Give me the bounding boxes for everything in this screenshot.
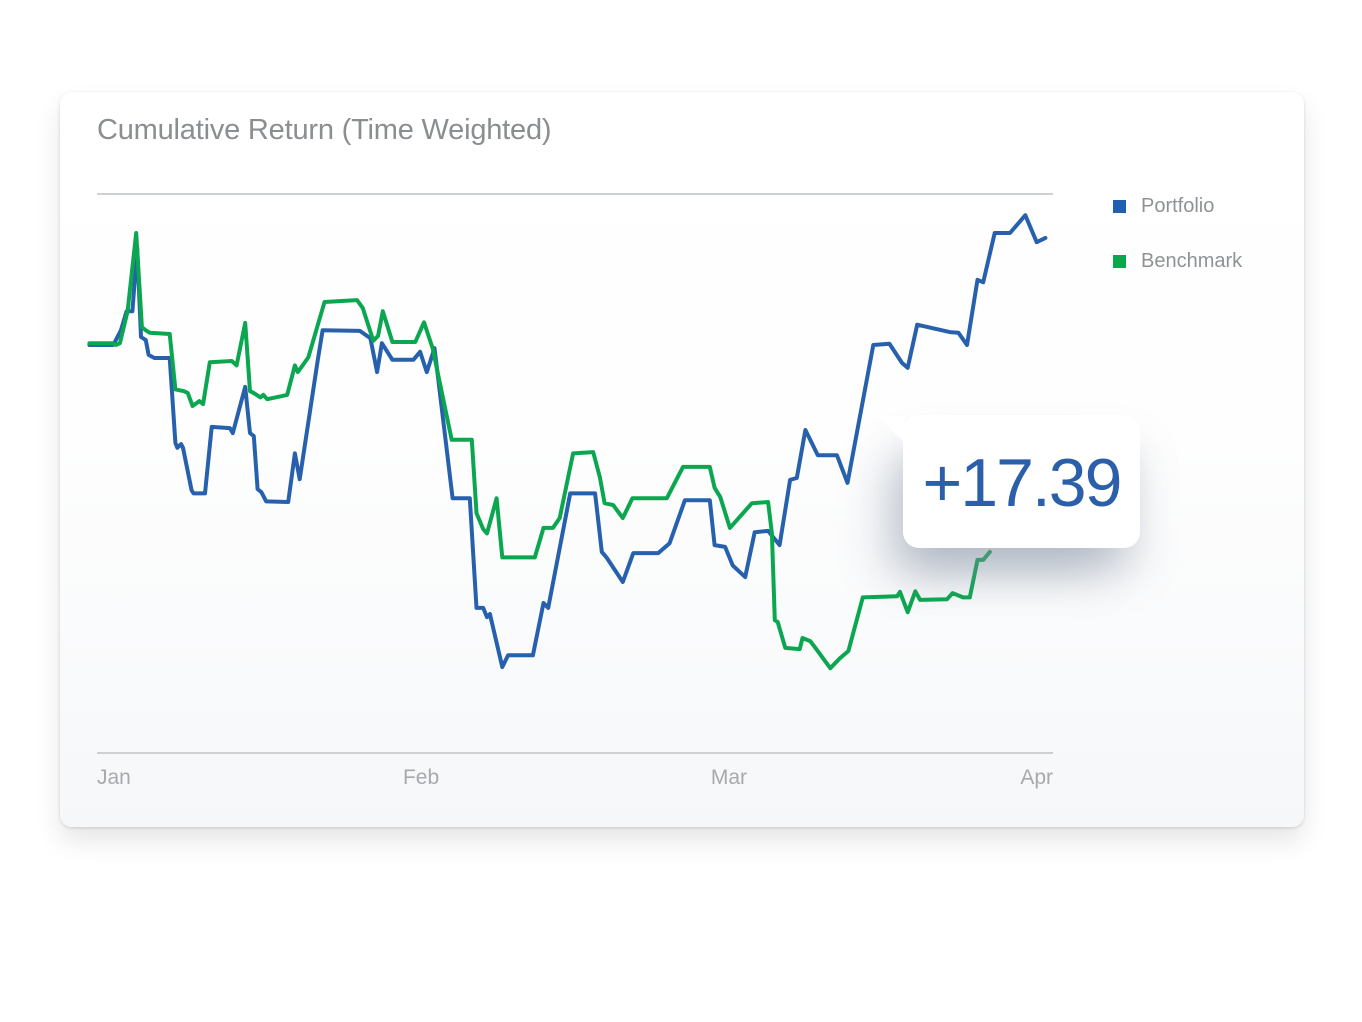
x-axis-label-mar: Mar (710, 766, 747, 789)
tooltip: +17.39 (877, 415, 1140, 548)
x-axis-labels: Jan Feb Mar Apr (97, 766, 1053, 794)
portfolio-swatch-icon (1113, 199, 1126, 213)
chart-title: Cumulative Return (Time Weighted) (97, 114, 552, 146)
chart-card: Cumulative Return (Time Weighted) Jan Feb… (60, 92, 1304, 827)
plot-area[interactable] (87, 193, 1053, 755)
legend-label-benchmark: Benchmark (1141, 249, 1243, 272)
portfolio-line[interactable] (87, 213, 1048, 669)
benchmark-swatch-icon (1113, 254, 1126, 268)
tooltip-value: +17.39 (922, 444, 1123, 521)
x-axis-label-feb: Feb (402, 766, 440, 789)
legend-label-portfolio: Portfolio (1141, 194, 1215, 217)
x-axis-label-jan: Jan (97, 766, 131, 789)
x-axis-label-apr: Apr (1020, 766, 1053, 789)
legend-item-portfolio[interactable]: Portfolio (1113, 195, 1242, 217)
legend: Portfolio Benchmark (1113, 195, 1242, 309)
legend-item-benchmark[interactable]: Benchmark (1113, 250, 1242, 272)
benchmark-line[interactable] (87, 231, 992, 671)
